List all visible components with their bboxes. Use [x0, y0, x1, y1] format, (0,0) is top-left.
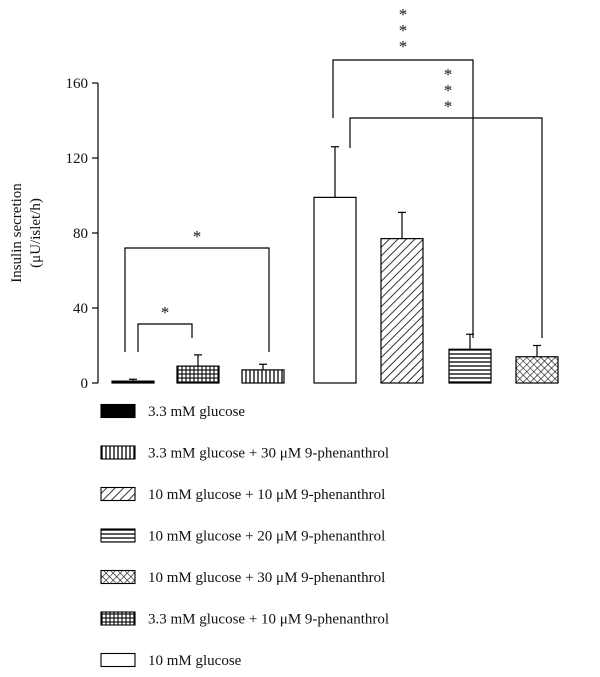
sig-bracket — [137, 323, 193, 352]
y-tick-label: 0 — [81, 376, 89, 392]
sig-bracket — [332, 59, 474, 338]
legend-label: 10 mM glucose + 10 μM 9-phenanthrol — [148, 487, 385, 503]
legend-label: 3.3 mM glucose — [148, 404, 245, 420]
y-axis: 0 40 80 120 160 Insulin secretion (μU/islet/h) — [9, 76, 99, 392]
legend-swatch — [100, 486, 136, 502]
legend-swatch — [100, 611, 136, 626]
sig-star-label: * — [399, 37, 408, 56]
y-axis-unit: (μU/islet/h) — [28, 198, 44, 268]
significance-brackets: ******** — [124, 5, 543, 352]
legend-label: 10 mM glucose — [148, 653, 242, 669]
sig-star-label: * — [193, 227, 202, 246]
y-tick-label: 40 — [73, 301, 88, 317]
legend-label: 3.3 mM glucose + 10 μM 9-phenanthrol — [148, 612, 389, 628]
legend-label: 10 mM glucose + 30 μM 9-phenanthrol — [148, 570, 385, 586]
legend-swatch — [100, 569, 136, 585]
bar — [241, 369, 285, 384]
legend-label: 3.3 mM glucose + 30 μM 9-phenanthrol — [148, 446, 389, 462]
sig-star-label: * — [444, 65, 453, 84]
sig-star-label: * — [444, 81, 453, 100]
bar — [448, 348, 492, 384]
sig-star-label: * — [444, 97, 453, 116]
legend-swatch — [100, 403, 136, 419]
bar — [176, 365, 220, 384]
legend-swatch — [100, 528, 136, 543]
legend-label: 10 mM glucose + 20 μM 9-phenanthrol — [148, 529, 385, 545]
y-tick-label: 80 — [73, 226, 88, 242]
bar — [111, 380, 155, 384]
bars — [111, 146, 559, 384]
bar — [515, 356, 559, 384]
bar — [313, 196, 357, 384]
legend: 3.3 mM glucose 3.3 mM glucose + 30 μM 9-p… — [100, 403, 389, 669]
y-tick-label: 120 — [66, 151, 89, 167]
sig-bracket — [349, 117, 543, 338]
legend-swatch — [100, 652, 136, 668]
bar — [380, 238, 424, 384]
y-axis-title: Insulin secretion — [9, 183, 25, 283]
sig-star-label: * — [399, 21, 408, 40]
sig-star-label: * — [161, 303, 170, 322]
y-tick-label: 160 — [66, 76, 89, 92]
sig-bracket — [124, 247, 270, 352]
legend-swatch — [100, 445, 136, 460]
sig-star-label: * — [399, 5, 408, 24]
